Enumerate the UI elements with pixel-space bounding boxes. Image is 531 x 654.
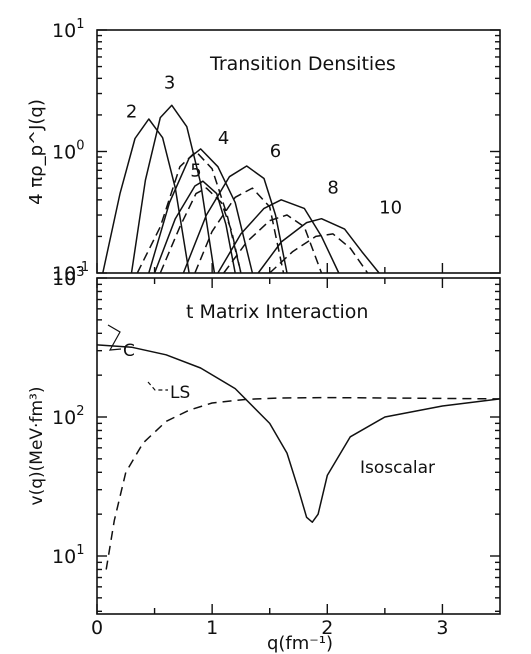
bottom-series <box>96 344 501 570</box>
bottom-x-axis-label: q(fm⁻¹) <box>267 633 333 654</box>
curve-label-4: 4 <box>218 128 229 149</box>
bottom-y-axis-label: v(q)(MeV·fm³) <box>27 387 47 506</box>
bottom-panel-title: t Matrix Interaction <box>186 301 368 323</box>
curve-label-6: 6 <box>270 141 281 162</box>
bottom-x-ticks: 0 1 2 3 <box>91 263 448 639</box>
transition-density-curve-10-dashed <box>269 233 369 274</box>
curve-label-3: 3 <box>164 73 175 94</box>
top-y-tick-label: 100 <box>52 139 84 164</box>
interaction-curve-C <box>96 344 501 523</box>
isoscalar-annotation: Isoscalar <box>360 458 435 478</box>
top-y-ticks: 101 100 10-1 <box>52 17 500 285</box>
top-y-axis-label-text: 4 πρ_p^J(q) <box>26 99 47 205</box>
transition-density-curve-6 <box>182 165 288 274</box>
bottom-y-axis-label-text: v(q)(MeV·fm³) <box>27 387 47 506</box>
bottom-panel: t Matrix Interaction Isoscalar 103102101… <box>27 263 501 654</box>
bottom-y-tick-label: 103 <box>52 265 84 290</box>
label-C-text: C <box>123 341 135 361</box>
top-y-axis-label: 4 πρ_p^J(q) <box>26 99 47 205</box>
series-label-C: C <box>107 324 135 361</box>
top-curve-labels: 2 3 45 6 8 10 <box>126 73 402 219</box>
bottom-plot-frame <box>96 277 501 615</box>
bottom-x-tick-label: 0 <box>91 617 103 639</box>
label-LS-text: LS <box>170 383 190 403</box>
bottom-y-tick-label: 101 <box>52 543 84 568</box>
bottom-x-tick-label: 3 <box>436 617 448 639</box>
transition-density-curve-10 <box>257 217 380 274</box>
curve-label-8: 8 <box>327 178 338 199</box>
transition-density-curve-8-dashed <box>223 214 323 274</box>
transition-density-curve-2 <box>102 118 190 274</box>
transition-density-curve-8 <box>217 199 340 274</box>
bottom-y-tick-label: 102 <box>52 404 84 429</box>
curve-label-10: 10 <box>379 197 402 218</box>
label-C-leader <box>107 324 122 351</box>
bottom-y-ticks: 103 102 101 <box>52 265 500 613</box>
series-label-LS: LS <box>147 381 190 403</box>
curve-label-5: 5 <box>190 161 201 182</box>
transition-density-curve-5-dashed <box>159 187 242 274</box>
top-y-tick-label: 101 <box>52 17 84 42</box>
top-y-tick-label: 10-1 <box>52 260 89 285</box>
bottom-x-tick-label: 2 <box>321 617 333 639</box>
top-panel-title: Transition Densities <box>209 53 396 75</box>
interaction-curve-LS <box>105 396 501 570</box>
transition-density-curve-6-dashed <box>194 187 285 274</box>
label-LS-leader <box>147 381 168 391</box>
top-series <box>102 104 380 274</box>
transition-density-curve-4 <box>148 148 254 274</box>
transition-density-curve-5 <box>153 180 236 274</box>
bottom-x-tick-label: 1 <box>206 617 218 639</box>
curve-label-2: 2 <box>126 102 137 123</box>
